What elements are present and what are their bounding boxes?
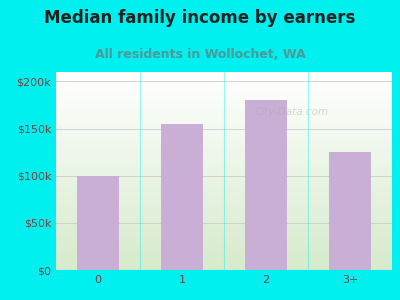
Text: All residents in Wollochet, WA: All residents in Wollochet, WA: [95, 48, 305, 61]
Bar: [77, 176, 119, 270]
Text: City-Data.com: City-Data.com: [254, 106, 328, 117]
Bar: [329, 152, 371, 270]
Text: Median family income by earners: Median family income by earners: [44, 9, 356, 27]
Bar: [245, 100, 287, 270]
Bar: [161, 124, 203, 270]
